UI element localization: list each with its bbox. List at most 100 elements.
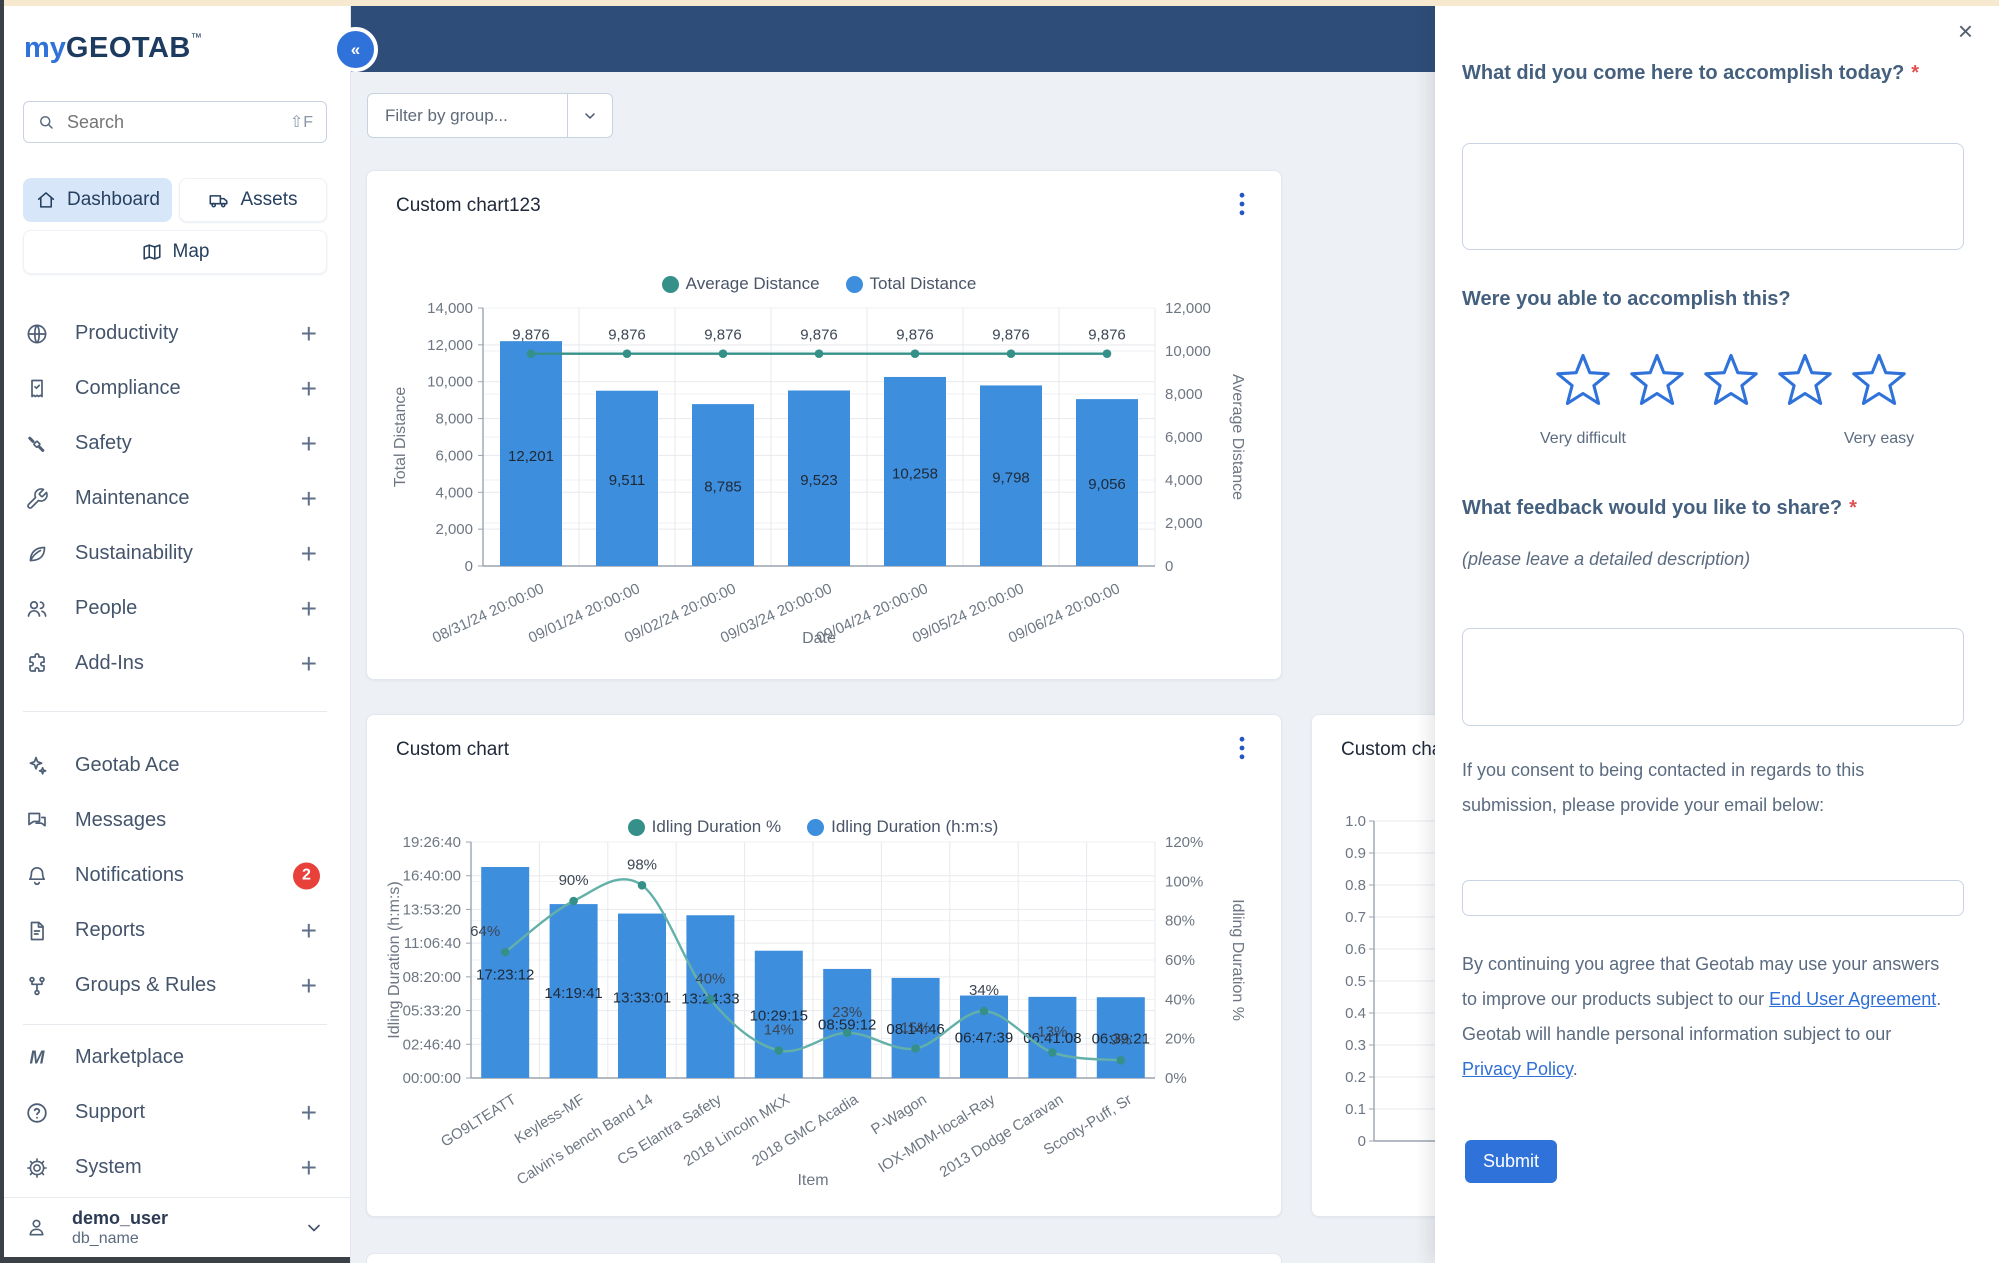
question-accomplish-label: What did you come here to accomplish tod… <box>1462 62 1919 85</box>
sidebar-item-marketplace[interactable]: M Marketplace <box>0 1030 350 1085</box>
expand-plus-button[interactable]: + <box>300 914 317 946</box>
sidebar-item-label: Geotab Ace <box>75 754 180 776</box>
leaf-icon <box>25 542 49 566</box>
expand-plus-button[interactable]: + <box>300 1151 317 1183</box>
sidebar-nav-primary: Productivity + Compliance + Safety + Maintenan… <box>0 306 350 691</box>
svg-text:19:26:40: 19:26:40 <box>403 834 461 851</box>
filter-divider <box>567 94 568 137</box>
svg-text:GO9LTEATT: GO9LTEATT <box>438 1091 519 1151</box>
feedback-textarea[interactable] <box>1462 628 1964 726</box>
sidebar-item-productivity[interactable]: Productivity + <box>0 306 350 361</box>
legend-label: Idling Duration (h:m:s) <box>831 817 999 836</box>
svg-text:0: 0 <box>1358 1133 1366 1150</box>
svg-text:P-Wagon: P-Wagon <box>868 1091 930 1138</box>
sidebar-item-notifications[interactable]: Notifications 2 <box>0 848 350 903</box>
svg-text:9,876: 9,876 <box>896 327 934 344</box>
sidebar-collapse-button[interactable]: « <box>333 27 378 72</box>
sidebar-item-groups-rules[interactable]: Groups & Rules + <box>0 958 350 1013</box>
sidebar-item-safety[interactable]: Safety + <box>0 416 350 471</box>
svg-text:02:46:40: 02:46:40 <box>403 1036 461 1053</box>
truck-icon <box>208 189 230 211</box>
sidebar-item-people[interactable]: People + <box>0 581 350 636</box>
tab-dashboard[interactable]: Dashboard <box>23 178 172 222</box>
star-rating-icon[interactable] <box>1701 350 1761 412</box>
sidebar-item-label: Sustainability <box>75 542 193 564</box>
svg-text:2,000: 2,000 <box>1165 515 1203 532</box>
group-filter-dropdown[interactable]: Filter by group... <box>367 93 613 138</box>
link-end-user-agreement[interactable]: End User Agreement <box>1769 989 1937 1009</box>
svg-text:14:19:41: 14:19:41 <box>544 985 602 1002</box>
expand-plus-button[interactable]: + <box>300 482 317 514</box>
next-card-partial <box>366 1253 1282 1263</box>
expand-plus-button[interactable]: + <box>300 969 317 1001</box>
map-button[interactable]: Map <box>23 230 327 274</box>
question-able-label: Were you able to accomplish this? <box>1462 288 1791 311</box>
tab-assets[interactable]: Assets <box>179 178 327 222</box>
map-button-label: Map <box>172 241 210 262</box>
accomplish-textarea[interactable] <box>1462 143 1964 250</box>
svg-text:10,000: 10,000 <box>427 374 473 391</box>
expand-plus-button[interactable]: + <box>300 647 317 679</box>
sidebar-item-label: Compliance <box>75 377 181 399</box>
search-box[interactable]: ⇧F <box>23 101 327 143</box>
svg-text:14,000: 14,000 <box>427 300 473 317</box>
svg-text:9,511: 9,511 <box>609 472 645 489</box>
svg-text:40%: 40% <box>695 970 725 987</box>
svg-text:98%: 98% <box>627 856 657 873</box>
expand-plus-button[interactable]: + <box>300 1096 317 1128</box>
chart-menu-kebab-icon[interactable] <box>1231 191 1253 217</box>
expand-plus-button[interactable]: + <box>300 592 317 624</box>
person-icon <box>25 1216 48 1239</box>
star-rating-icon[interactable] <box>1775 350 1835 412</box>
svg-text:Item: Item <box>797 1172 828 1189</box>
receipt-icon <box>25 377 49 401</box>
sidebar-item-messages[interactable]: Messages <box>0 793 350 848</box>
sidebar-item-support[interactable]: Support + <box>0 1085 350 1140</box>
svg-text:16:40:00: 16:40:00 <box>403 868 461 885</box>
chevron-down-icon[interactable] <box>568 94 612 137</box>
svg-text:23%: 23% <box>832 1004 862 1021</box>
sidebar-item-label: Add-Ins <box>75 652 144 674</box>
sidebar-item-maintenance[interactable]: Maintenance + <box>0 471 350 526</box>
svg-text:64%: 64% <box>470 923 500 940</box>
chart-menu-kebab-icon[interactable] <box>1231 735 1253 761</box>
sidebar-item-sustainability[interactable]: Sustainability + <box>0 526 350 581</box>
svg-text:80%: 80% <box>1165 913 1195 930</box>
svg-text:0.9: 0.9 <box>1345 845 1366 862</box>
svg-text:0.6: 0.6 <box>1345 941 1366 958</box>
legal-line: By continuing you agree that Geotab may … <box>1462 947 1941 982</box>
expand-plus-button[interactable]: + <box>300 427 317 459</box>
sidebar-item-add-ins[interactable]: Add-Ins + <box>0 636 350 691</box>
sidebar-item-label: Notifications <box>75 864 184 886</box>
submit-button[interactable]: Submit <box>1465 1140 1558 1183</box>
tab-assets-label: Assets <box>240 189 298 210</box>
svg-text:0.3: 0.3 <box>1345 1037 1366 1054</box>
close-icon[interactable]: × <box>1957 16 1973 46</box>
sidebar-item-geotab-ace[interactable]: Geotab Ace <box>0 738 350 793</box>
user-menu[interactable]: demo_user db_name <box>0 1197 350 1257</box>
sidebar-item-system[interactable]: System + <box>0 1140 350 1195</box>
svg-text:12,000: 12,000 <box>1165 300 1211 317</box>
svg-text:Date: Date <box>802 630 836 647</box>
star-rating-icon[interactable] <box>1553 350 1613 412</box>
svg-text:IOX-MDM-local-Ray: IOX-MDM-local-Ray <box>875 1091 998 1177</box>
legend-label: Total Distance <box>869 274 977 293</box>
svg-text:6,000: 6,000 <box>435 447 473 464</box>
expand-plus-button[interactable]: + <box>300 372 317 404</box>
sidebar-item-compliance[interactable]: Compliance + <box>0 361 350 416</box>
svg-text:100%: 100% <box>1165 873 1203 890</box>
chart-title: Custom chart <box>396 739 509 760</box>
svg-text:90%: 90% <box>559 872 589 889</box>
sidebar-item-reports[interactable]: Reports + <box>0 903 350 958</box>
tab-dashboard-label: Dashboard <box>67 189 160 210</box>
svg-text:0.1: 0.1 <box>1345 1101 1366 1118</box>
svg-text:Idling Duration (h:m:s): Idling Duration (h:m:s) <box>386 881 403 1038</box>
link-privacy-policy[interactable]: Privacy Policy <box>1462 1059 1573 1079</box>
star-rating-icon[interactable] <box>1627 350 1687 412</box>
expand-plus-button[interactable]: + <box>300 317 317 349</box>
expand-plus-button[interactable]: + <box>300 537 317 569</box>
search-input[interactable] <box>65 110 290 134</box>
star-rating-icon[interactable] <box>1849 350 1909 412</box>
email-field[interactable] <box>1462 880 1964 916</box>
